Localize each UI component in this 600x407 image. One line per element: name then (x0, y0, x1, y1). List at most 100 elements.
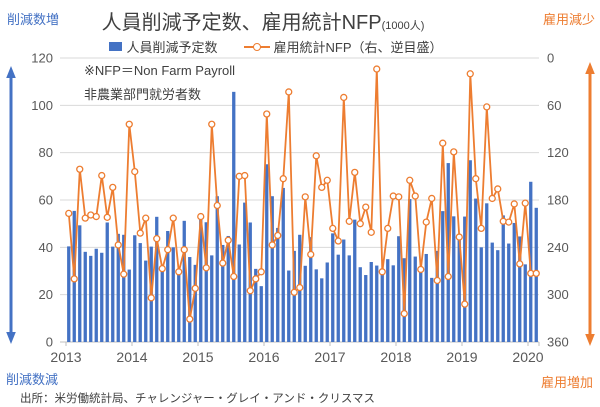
nfp-marker (444, 272, 452, 281)
nfp-marker (367, 228, 375, 236)
y-axis-tick-label-left: 100 (31, 98, 53, 113)
job-cuts-bar (160, 267, 164, 342)
job-cuts-bar (479, 247, 483, 342)
right-axis-direction-bottom-label: 雇用増加 (540, 375, 593, 390)
nfp-marker (213, 201, 221, 210)
nfp-marker (455, 233, 463, 241)
nfp-marker (197, 212, 205, 221)
x-axis-year-label: 2018 (380, 349, 411, 365)
x-axis-year-label: 2017 (314, 349, 345, 365)
nfp-marker (92, 212, 100, 221)
legend-item-job-cuts-label: 人員削減予定数 (126, 40, 218, 55)
job-cuts-bar (430, 277, 434, 342)
nfp-marker (373, 65, 381, 73)
job-cuts-bar (215, 196, 219, 342)
y-axis-tick-label-left: 80 (39, 145, 53, 160)
bar-series-swatch-icon (109, 42, 123, 51)
job-cuts-bar (501, 215, 505, 342)
nfp-marker (257, 268, 265, 276)
nfp-marker (400, 309, 408, 318)
nfp-marker (461, 300, 469, 308)
job-cuts-bar (111, 246, 115, 342)
nfp-marker (76, 165, 84, 173)
job-cuts-bar (226, 235, 230, 342)
nfp-marker (169, 214, 177, 222)
job-cuts-bar (468, 160, 472, 342)
job-cuts-bar (94, 248, 98, 342)
nfp-marker (114, 241, 122, 249)
job-cuts-bar (331, 233, 335, 342)
job-cuts-bar (171, 247, 175, 342)
nfp-marker (472, 175, 480, 183)
job-cuts-bar (369, 262, 373, 342)
nfp-marker (241, 171, 249, 180)
job-cuts-bar (155, 216, 159, 342)
job-cuts-bar (457, 238, 461, 342)
nfp-marker (125, 120, 133, 128)
chart-legend: 人員削減予定数 雇用統計NFP（右、逆目盛） (0, 37, 552, 56)
legend-item-job-cuts: 人員削減予定数 (109, 37, 218, 56)
left-axis-arrow-head-down-icon (6, 332, 16, 344)
nfp-marker (224, 236, 232, 244)
job-cuts-bar (518, 236, 522, 342)
nfp-marker (246, 287, 254, 295)
nfp-marker (411, 192, 419, 200)
nfp-marker (81, 214, 89, 222)
job-cuts-bar (325, 262, 329, 342)
job-cuts-bar (347, 255, 351, 342)
y-axis-tick-label-right: 120 (547, 145, 569, 160)
x-axis-year-label: 2014 (116, 349, 147, 365)
job-cuts-bar (188, 257, 192, 342)
y-axis-tick-label-right: 60 (547, 98, 561, 113)
job-cuts-bar (127, 269, 131, 342)
nfp-marker (439, 139, 447, 147)
source-note: 出所：米労働統計局、チャレンジャー・グレイ・アンド・クリスマス (20, 393, 376, 405)
line-series-swatch-icon (243, 42, 270, 51)
job-cuts-bar (441, 211, 445, 342)
job-cuts-bar (446, 163, 450, 342)
job-cuts-bar (435, 250, 439, 342)
chart-title: 人員削減予定数、雇用統計NFP(1000人) (0, 6, 526, 35)
job-cuts-bar (303, 265, 307, 342)
nfp-marker (180, 246, 188, 254)
job-cuts-bar (270, 196, 274, 342)
y-axis-tick-label-left: 60 (39, 193, 53, 208)
nfp-marker (175, 268, 183, 276)
nfp-marker (120, 270, 128, 278)
job-cuts-bar (287, 270, 291, 342)
job-cuts-bar (204, 222, 208, 342)
nfp-marker (219, 259, 227, 267)
job-cuts-bar (89, 255, 93, 342)
job-cuts-bar (314, 269, 318, 342)
x-axis-year-label: 2019 (446, 349, 477, 365)
chart-title-unit: (1000人) (381, 20, 425, 32)
job-cuts-bar (177, 269, 181, 342)
nfp-marker (208, 120, 216, 128)
job-cuts-bar (408, 199, 412, 342)
job-cuts-bar (133, 235, 137, 342)
nfp-marker (510, 200, 518, 208)
job-cuts-bar (182, 220, 186, 342)
nfp-marker (417, 265, 425, 274)
job-cuts-bar (474, 198, 478, 342)
nfp-marker (477, 224, 485, 233)
job-cuts-bar (419, 267, 423, 342)
job-cuts-bar (210, 255, 214, 342)
job-cuts-bar (292, 250, 296, 342)
nfp-line (67, 68, 538, 321)
right-axis-arrow-head-up-icon (585, 62, 595, 74)
job-cuts-bar (342, 239, 346, 342)
right-axis-arrow-head-down-icon (585, 334, 595, 346)
nfp-marker (323, 176, 331, 184)
job-cuts-bar (105, 222, 109, 342)
job-cuts-bar (281, 187, 285, 342)
y-axis-tick-label-right: 300 (547, 287, 569, 302)
job-cuts-bar (364, 275, 368, 342)
nfp-marker (329, 224, 337, 233)
nfp-marker (296, 283, 304, 292)
chart-title-text: 人員削減予定数、雇用統計NFP (101, 12, 382, 34)
nfp-marker (274, 231, 282, 240)
nfp-note-line2: 非農業部門就労者数 (84, 87, 202, 102)
nfp-marker (378, 268, 386, 276)
